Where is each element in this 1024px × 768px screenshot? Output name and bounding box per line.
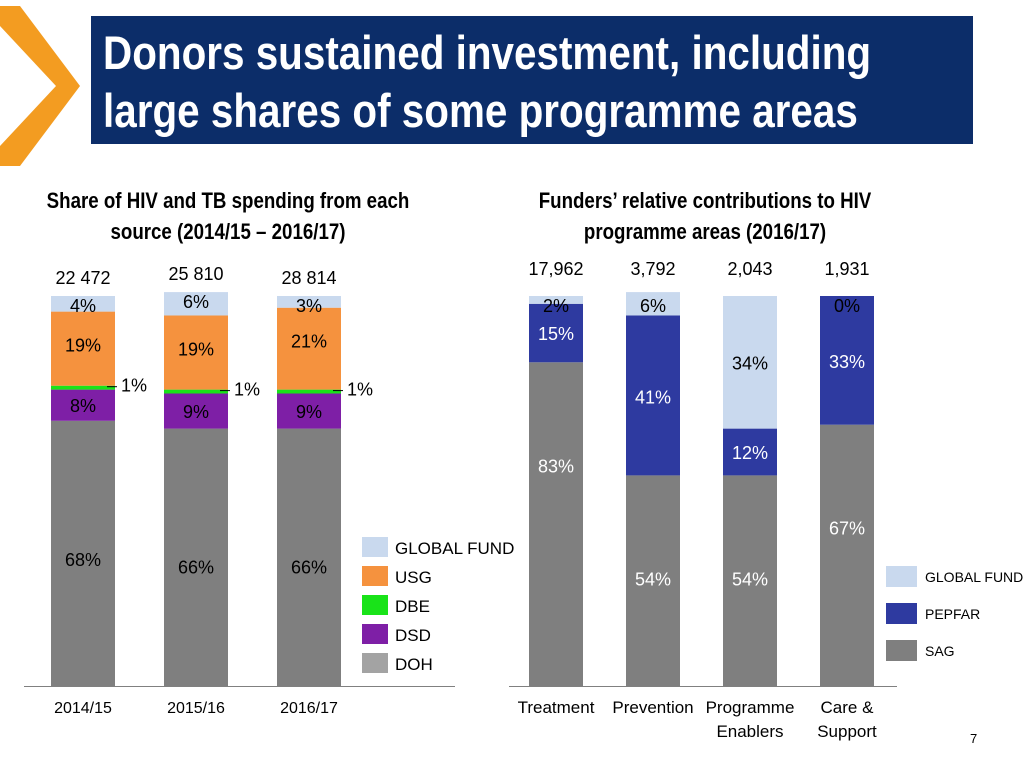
label-sag-treatment: 83% (538, 456, 574, 476)
legend-label-usg: USG (395, 568, 432, 587)
bar-dsd-2015-16 (164, 393, 228, 429)
label-dsd-2014-15: 8% (70, 396, 96, 416)
title-banner: Donors sustained investment, including l… (91, 16, 973, 144)
bar-global-fund-2015-16 (164, 292, 228, 316)
label-global-fund-2016-17: 3% (296, 296, 322, 316)
bar-dbe-2015-16 (164, 389, 228, 394)
legend-swatch-global-fund (362, 537, 388, 557)
legend-swatch-pepfar (886, 603, 917, 624)
bar-doh-2014-15 (51, 420, 115, 686)
label-sag-prevention: 54% (635, 569, 671, 589)
legend-swatch-usg (362, 566, 388, 586)
bar-global-fund-programme-enablers (723, 296, 777, 429)
left-chart-title-line-2: source (2014/15 – 2016/17) (110, 219, 346, 244)
label-pepfar-care-support: 33% (829, 352, 865, 372)
title-line-1: Donors sustained investment, including (103, 26, 872, 79)
label-usg-2014-15: 19% (65, 336, 101, 356)
bar-pepfar-prevention (626, 315, 680, 476)
bar-pepfar-care-support (820, 296, 874, 425)
bar-pepfar-programme-enablers (723, 428, 777, 476)
label-global-fund-2014-15: 4% (70, 296, 96, 316)
total-prevention: 3,792 (630, 259, 675, 279)
total-programme-enablers: 2,043 (727, 259, 772, 279)
legend-swatch-dsd (362, 624, 388, 644)
label-pepfar-prevention: 41% (635, 388, 671, 408)
label-usg-2015-16: 19% (178, 340, 214, 360)
right-chart-title-line-1: Funders’ relative contributions to HIV (538, 188, 872, 213)
bar-dbe-2014-15 (51, 385, 115, 390)
label-global-fund-care-support: 0% (834, 296, 860, 316)
label-doh-2016-17: 66% (291, 558, 327, 578)
bar-pepfar-treatment (529, 303, 583, 363)
bar-global-fund-treatment (529, 296, 583, 304)
label-usg-2016-17: 21% (291, 332, 327, 352)
bar-dbe-2016-17 (277, 389, 341, 394)
left-chart-title-line-1: Share of HIV and TB spending from each (46, 188, 410, 213)
legend-label-pepfar: PEPFAR (925, 606, 980, 622)
label-dbe-2014-15: 1% (121, 376, 147, 396)
legend-label-sag: SAG (925, 643, 955, 659)
tick-label-care-support-0: Care & (821, 698, 875, 717)
tick-label-2015-16: 2015/16 (167, 700, 225, 717)
label-sag-care-support: 67% (829, 519, 865, 539)
right-chart-title-line-2: programme areas (2016/17) (583, 219, 827, 244)
label-dsd-2016-17: 9% (296, 402, 322, 422)
bar-dsd-2014-15 (51, 389, 115, 421)
bar-usg-2016-17 (277, 307, 341, 390)
bar-usg-2014-15 (51, 311, 115, 386)
label-global-fund-programme-enablers: 34% (732, 353, 768, 373)
bar-sag-prevention (626, 475, 680, 686)
bar-sag-care-support (820, 424, 874, 686)
bar-global-fund-prevention (626, 292, 680, 316)
bar-sag-treatment (529, 362, 583, 686)
legend-swatch-global-fund (886, 566, 917, 587)
tick-label-care-support-1: Support (817, 722, 877, 741)
bar-dsd-2016-17 (277, 393, 341, 429)
legend-label-doh: DOH (395, 655, 433, 674)
total-2016-17: 28 814 (281, 268, 336, 288)
bar-doh-2016-17 (277, 428, 341, 686)
label-dbe-2016-17: 1% (347, 380, 373, 400)
label-global-fund-prevention: 6% (640, 296, 666, 316)
total-2015-16: 25 810 (168, 264, 223, 284)
tick-label-prevention-0: Prevention (612, 698, 693, 717)
title-line-2: large shares of some programme areas (103, 84, 858, 137)
bar-doh-2015-16 (164, 428, 228, 686)
legend-swatch-sag (886, 640, 917, 661)
legend-label-dbe: DBE (395, 597, 430, 616)
left-chart-title: Share of HIV and TB spending from each s… (36, 185, 420, 247)
page-number: 7 (970, 731, 978, 746)
chevron-shape (0, 6, 80, 166)
bar-sag-programme-enablers (723, 475, 777, 686)
label-global-fund-2015-16: 6% (183, 292, 209, 312)
total-care-support: 1,931 (824, 259, 869, 279)
legend-swatch-doh (362, 653, 388, 673)
tick-label-programme-enablers-0: Programme (706, 698, 795, 717)
total-treatment: 17,962 (528, 259, 583, 279)
label-pepfar-programme-enablers: 12% (732, 443, 768, 463)
bar-usg-2015-16 (164, 315, 228, 390)
label-dsd-2015-16: 9% (183, 402, 209, 422)
label-doh-2014-15: 68% (65, 550, 101, 570)
tick-label-treatment-0: Treatment (518, 698, 595, 717)
label-global-fund-treatment: 2% (543, 296, 569, 316)
legend-label-global-fund: GLOBAL FUND (925, 569, 1023, 585)
label-pepfar-treatment: 15% (538, 324, 574, 344)
legend-swatch-dbe (362, 595, 388, 615)
tick-label-2016-17: 2016/17 (280, 700, 338, 717)
tick-label-programme-enablers-1: Enablers (716, 722, 783, 741)
label-doh-2015-16: 66% (178, 558, 214, 578)
legend-label-global-fund: GLOBAL FUND (395, 539, 514, 558)
bar-global-fund-2016-17 (277, 296, 341, 308)
legend-label-dsd: DSD (395, 626, 431, 645)
right-chart-title: Funders’ relative contributions to HIV p… (514, 185, 897, 247)
label-sag-programme-enablers: 54% (732, 569, 768, 589)
bar-global-fund-2014-15 (51, 296, 115, 312)
label-dbe-2015-16: 1% (234, 380, 260, 400)
chevron-logo (0, 6, 80, 166)
tick-label-2014-15: 2014/15 (54, 700, 112, 717)
total-2014-15: 22 472 (55, 268, 110, 288)
